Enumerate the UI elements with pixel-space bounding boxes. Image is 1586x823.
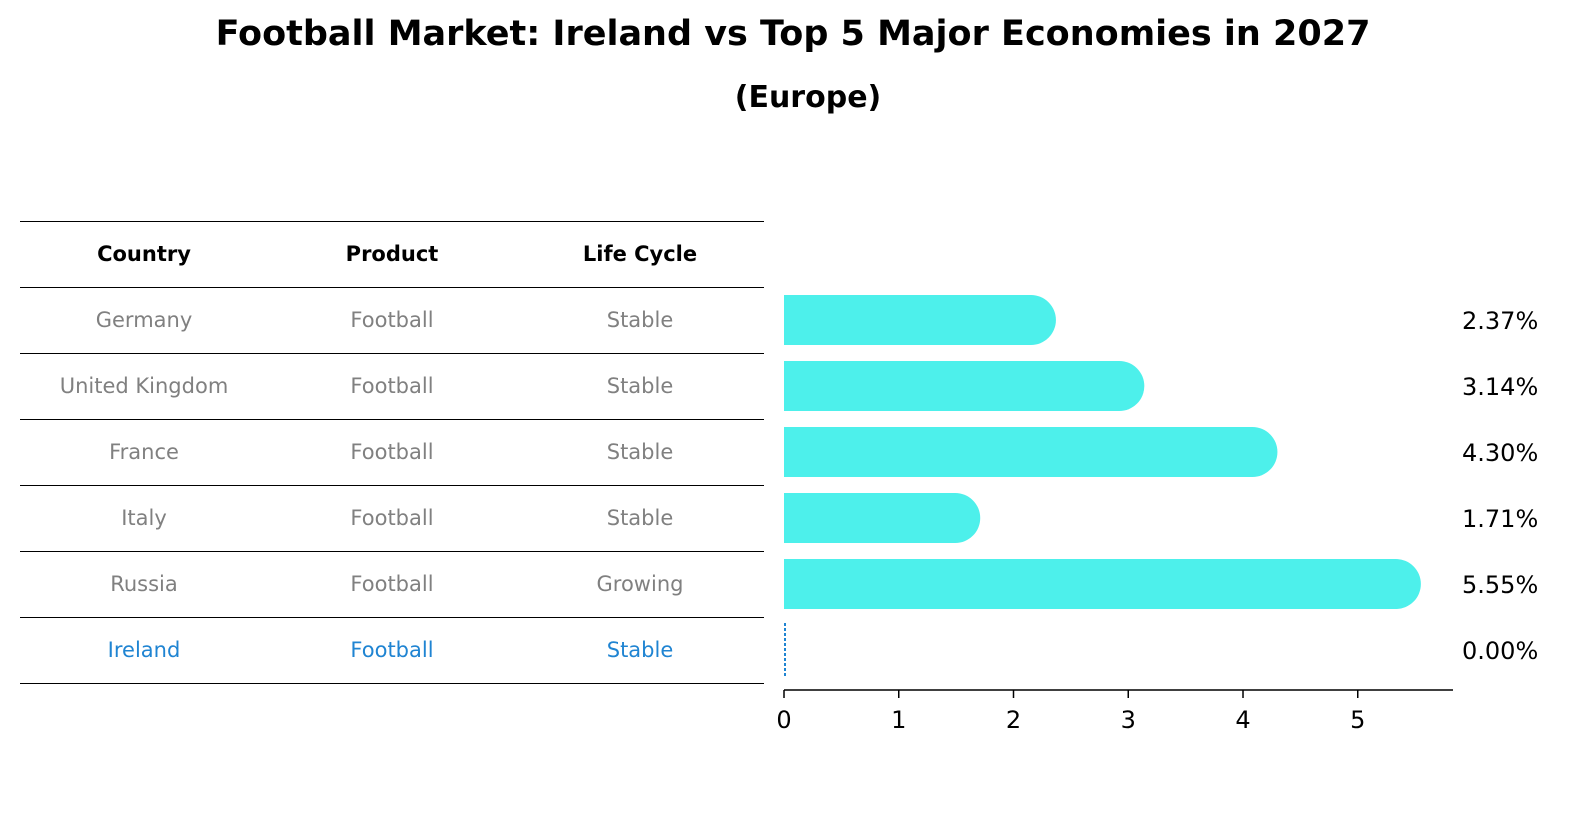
value-label: 4.30% [1462,439,1538,467]
cell-product: Football [350,440,434,464]
table-rule [20,617,764,618]
table-rule [20,485,764,486]
x-tick-label: 3 [1121,706,1136,734]
table-rule [20,353,764,354]
cell-life-cycle-highlight: Stable [606,638,674,662]
value-label: 5.55% [1462,571,1538,599]
cell-life-cycle: Growing [596,572,684,596]
header-life-cycle: Life Cycle [582,242,698,266]
cell-country: Italy [121,506,167,530]
x-tick-label: 2 [1006,706,1021,734]
x-tick-label: 1 [891,706,906,734]
cell-life-cycle: Stable [606,440,674,464]
header-product: Product [345,242,439,266]
value-label: 2.37% [1462,307,1538,335]
cell-life-cycle: Stable [606,374,674,398]
bar-germany [784,295,1056,345]
cell-product: Football [350,572,434,596]
cell-country: Germany [95,308,193,332]
cell-life-cycle: Stable [606,506,674,530]
cell-product: Football [350,308,434,332]
bar-italy [784,493,981,543]
bar-russia [784,559,1421,609]
table-rule [20,419,764,420]
table-rule [20,551,764,552]
cell-country: United Kingdom [59,374,229,398]
cell-country: France [109,440,179,464]
table-rule [20,221,764,222]
value-label: 1.71% [1462,505,1538,533]
bar-united-kingdom [784,361,1145,411]
header-country: Country [97,242,191,266]
bar-france [784,427,1278,477]
value-label: 3.14% [1462,373,1538,401]
x-tick-label: 0 [776,706,791,734]
x-tick-label: 4 [1235,706,1250,734]
table-rule [20,683,764,684]
cell-country-highlight: Ireland [107,638,181,662]
chart-subtitle: (Europe) [734,80,882,115]
cell-product: Football [350,374,434,398]
chart-title: Football Market: Ireland vs Top 5 Major … [215,14,1371,54]
value-label: 0.00% [1462,637,1538,665]
cell-product-highlight: Football [350,638,434,662]
cell-country: Russia [110,572,178,596]
table-rule [20,287,764,288]
cell-product: Football [350,506,434,530]
x-tick-label: 5 [1350,706,1365,734]
cell-life-cycle: Stable [606,308,674,332]
